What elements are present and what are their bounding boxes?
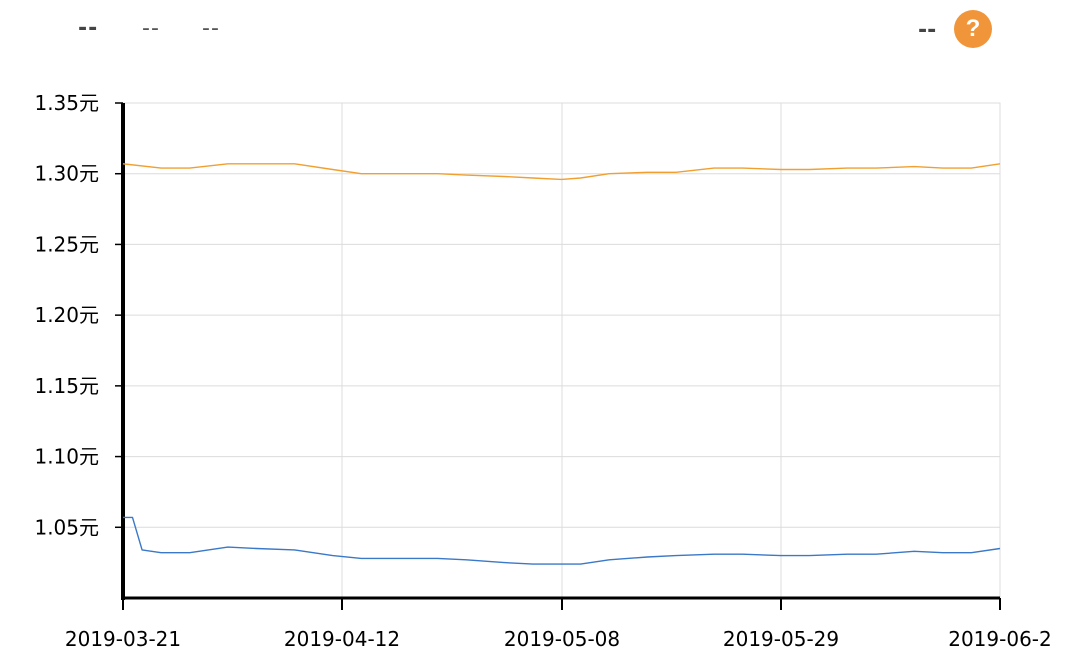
y-tick-label: 1.10元 xyxy=(34,445,99,469)
series-line-2 xyxy=(123,516,1001,565)
x-tick-label: 2019-03-21 xyxy=(65,627,181,651)
x-tick-label: 2019-04-12 xyxy=(284,627,400,651)
top-bar: -- -- -- -- ? xyxy=(0,0,1071,60)
legend-item-2[interactable]: -- xyxy=(142,16,160,41)
x-tick-label: 2019-05-29 xyxy=(723,627,839,651)
summary-label: -- xyxy=(918,18,937,43)
series-line-1 xyxy=(122,163,1001,181)
y-tick-label: 1.05元 xyxy=(34,515,99,539)
y-tick-label: 1.30元 xyxy=(34,162,99,186)
y-tick-label: 1.20元 xyxy=(34,303,99,327)
x-tick-label: 2019-05-08 xyxy=(504,627,620,651)
y-tick-label: 1.15元 xyxy=(34,374,99,398)
legend-item-3[interactable]: -- xyxy=(202,16,220,41)
legend-item-1[interactable]: -- xyxy=(78,16,99,41)
y-tick-label: 1.25元 xyxy=(34,232,99,256)
help-icon[interactable]: ? xyxy=(954,10,992,48)
y-tick-label: 1.35元 xyxy=(34,91,99,115)
x-tick-label: 2019-06-2 xyxy=(948,627,1052,651)
